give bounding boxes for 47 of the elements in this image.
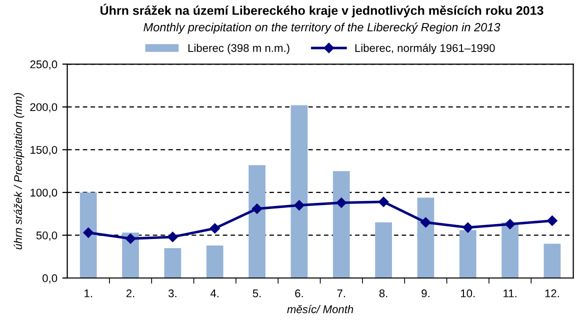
bar xyxy=(375,222,392,278)
bar xyxy=(290,105,308,278)
point xyxy=(462,222,473,233)
x-tick-label: 1. xyxy=(84,290,92,298)
x-tick-label: 4. xyxy=(210,290,218,298)
bar xyxy=(332,171,350,278)
point xyxy=(547,216,558,226)
bar xyxy=(459,230,476,278)
bar xyxy=(206,246,224,278)
x-tick-label: 8. xyxy=(379,289,388,298)
point xyxy=(420,217,431,228)
bar xyxy=(248,165,266,278)
y-tick-label: 50,0 xyxy=(36,232,58,241)
bar xyxy=(544,244,561,278)
x-tick-label: 6. xyxy=(295,289,303,298)
bar xyxy=(417,198,434,278)
point xyxy=(125,234,136,244)
point xyxy=(252,204,262,214)
x-tick-label: 11. xyxy=(504,290,516,298)
bar xyxy=(502,222,518,278)
chart-subtitle: Monthly precipitation on the territory of the Liberecký Region in 2013 xyxy=(144,22,500,34)
x-tick-label: 12. xyxy=(545,289,559,298)
x-tick-label: 3. xyxy=(168,289,176,298)
x-tick-label: 9. xyxy=(422,289,430,298)
point xyxy=(336,198,346,208)
chart-title: Úhrn srážek na území Libereckého kraje v jednotlivých měsících roku 2013 xyxy=(100,4,544,18)
x-tick-label: 10. xyxy=(461,289,475,298)
x-tick-label: 5. xyxy=(252,290,261,298)
point xyxy=(504,219,516,230)
y-tick-label: 150,0 xyxy=(30,146,58,156)
x-tick-label: 7. xyxy=(337,290,345,298)
legend-label: Liberec (398 m n.m.) xyxy=(188,44,290,54)
bar xyxy=(164,248,182,278)
y-tick-label: 200,0 xyxy=(30,103,58,112)
point xyxy=(294,200,304,210)
x-tick-label: 2. xyxy=(126,289,134,298)
legend-label: Liberec, normály 1961–1990 xyxy=(355,44,495,54)
point xyxy=(168,232,178,242)
bar xyxy=(80,192,97,278)
point xyxy=(378,196,389,207)
point xyxy=(83,228,94,238)
y-tick-label: 0,0 xyxy=(42,274,58,284)
point xyxy=(210,223,220,234)
x-axis-title: měsíc/ Month xyxy=(287,304,354,314)
y-tick-label: 250,0 xyxy=(30,60,58,70)
y-tick-label: 100,0 xyxy=(30,188,58,198)
y-axis-title: úhrn srážek / Precipitation (mm) xyxy=(14,93,24,250)
